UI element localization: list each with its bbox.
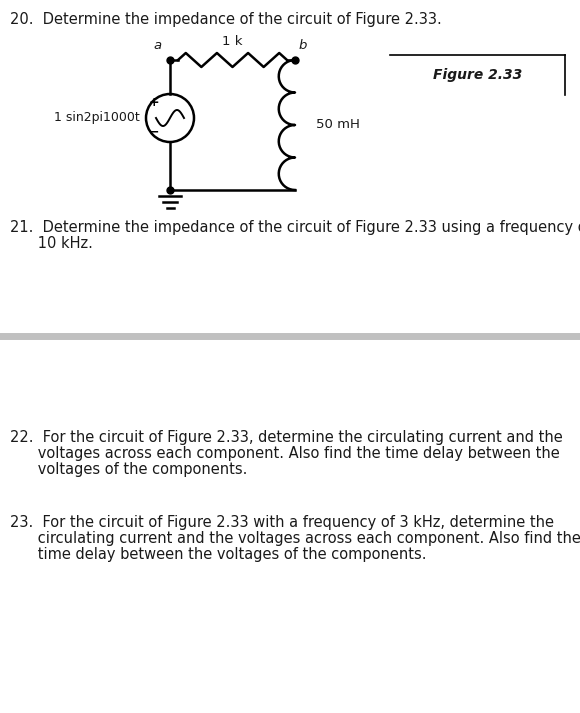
Text: voltages across each component. Also find the time delay between the: voltages across each component. Also fin… xyxy=(10,446,560,461)
Text: time delay between the voltages of the components.: time delay between the voltages of the c… xyxy=(10,547,426,562)
Text: 50 mH: 50 mH xyxy=(316,118,360,131)
Text: 10 kHz.: 10 kHz. xyxy=(10,236,93,251)
Text: voltages of the components.: voltages of the components. xyxy=(10,462,248,477)
Text: Figure 2.33: Figure 2.33 xyxy=(433,68,522,82)
Text: 23.  For the circuit of Figure 2.33 with a frequency of 3 kHz, determine the: 23. For the circuit of Figure 2.33 with … xyxy=(10,515,554,530)
Text: 22.  For the circuit of Figure 2.33, determine the circulating current and the: 22. For the circuit of Figure 2.33, dete… xyxy=(10,430,563,445)
Text: 1 sin2pi1000t: 1 sin2pi1000t xyxy=(55,111,140,125)
Text: 20.  Determine the impedance of the circuit of Figure 2.33.: 20. Determine the impedance of the circu… xyxy=(10,12,442,27)
Text: a: a xyxy=(154,39,162,52)
Text: circulating current and the voltages across each component. Also find the: circulating current and the voltages acr… xyxy=(10,531,580,546)
Text: b: b xyxy=(299,39,307,52)
Text: −: − xyxy=(149,125,160,138)
Text: +: + xyxy=(149,96,160,109)
Text: 1 k: 1 k xyxy=(222,35,243,48)
Text: 21.  Determine the impedance of the circuit of Figure 2.33 using a frequency of: 21. Determine the impedance of the circu… xyxy=(10,220,580,235)
